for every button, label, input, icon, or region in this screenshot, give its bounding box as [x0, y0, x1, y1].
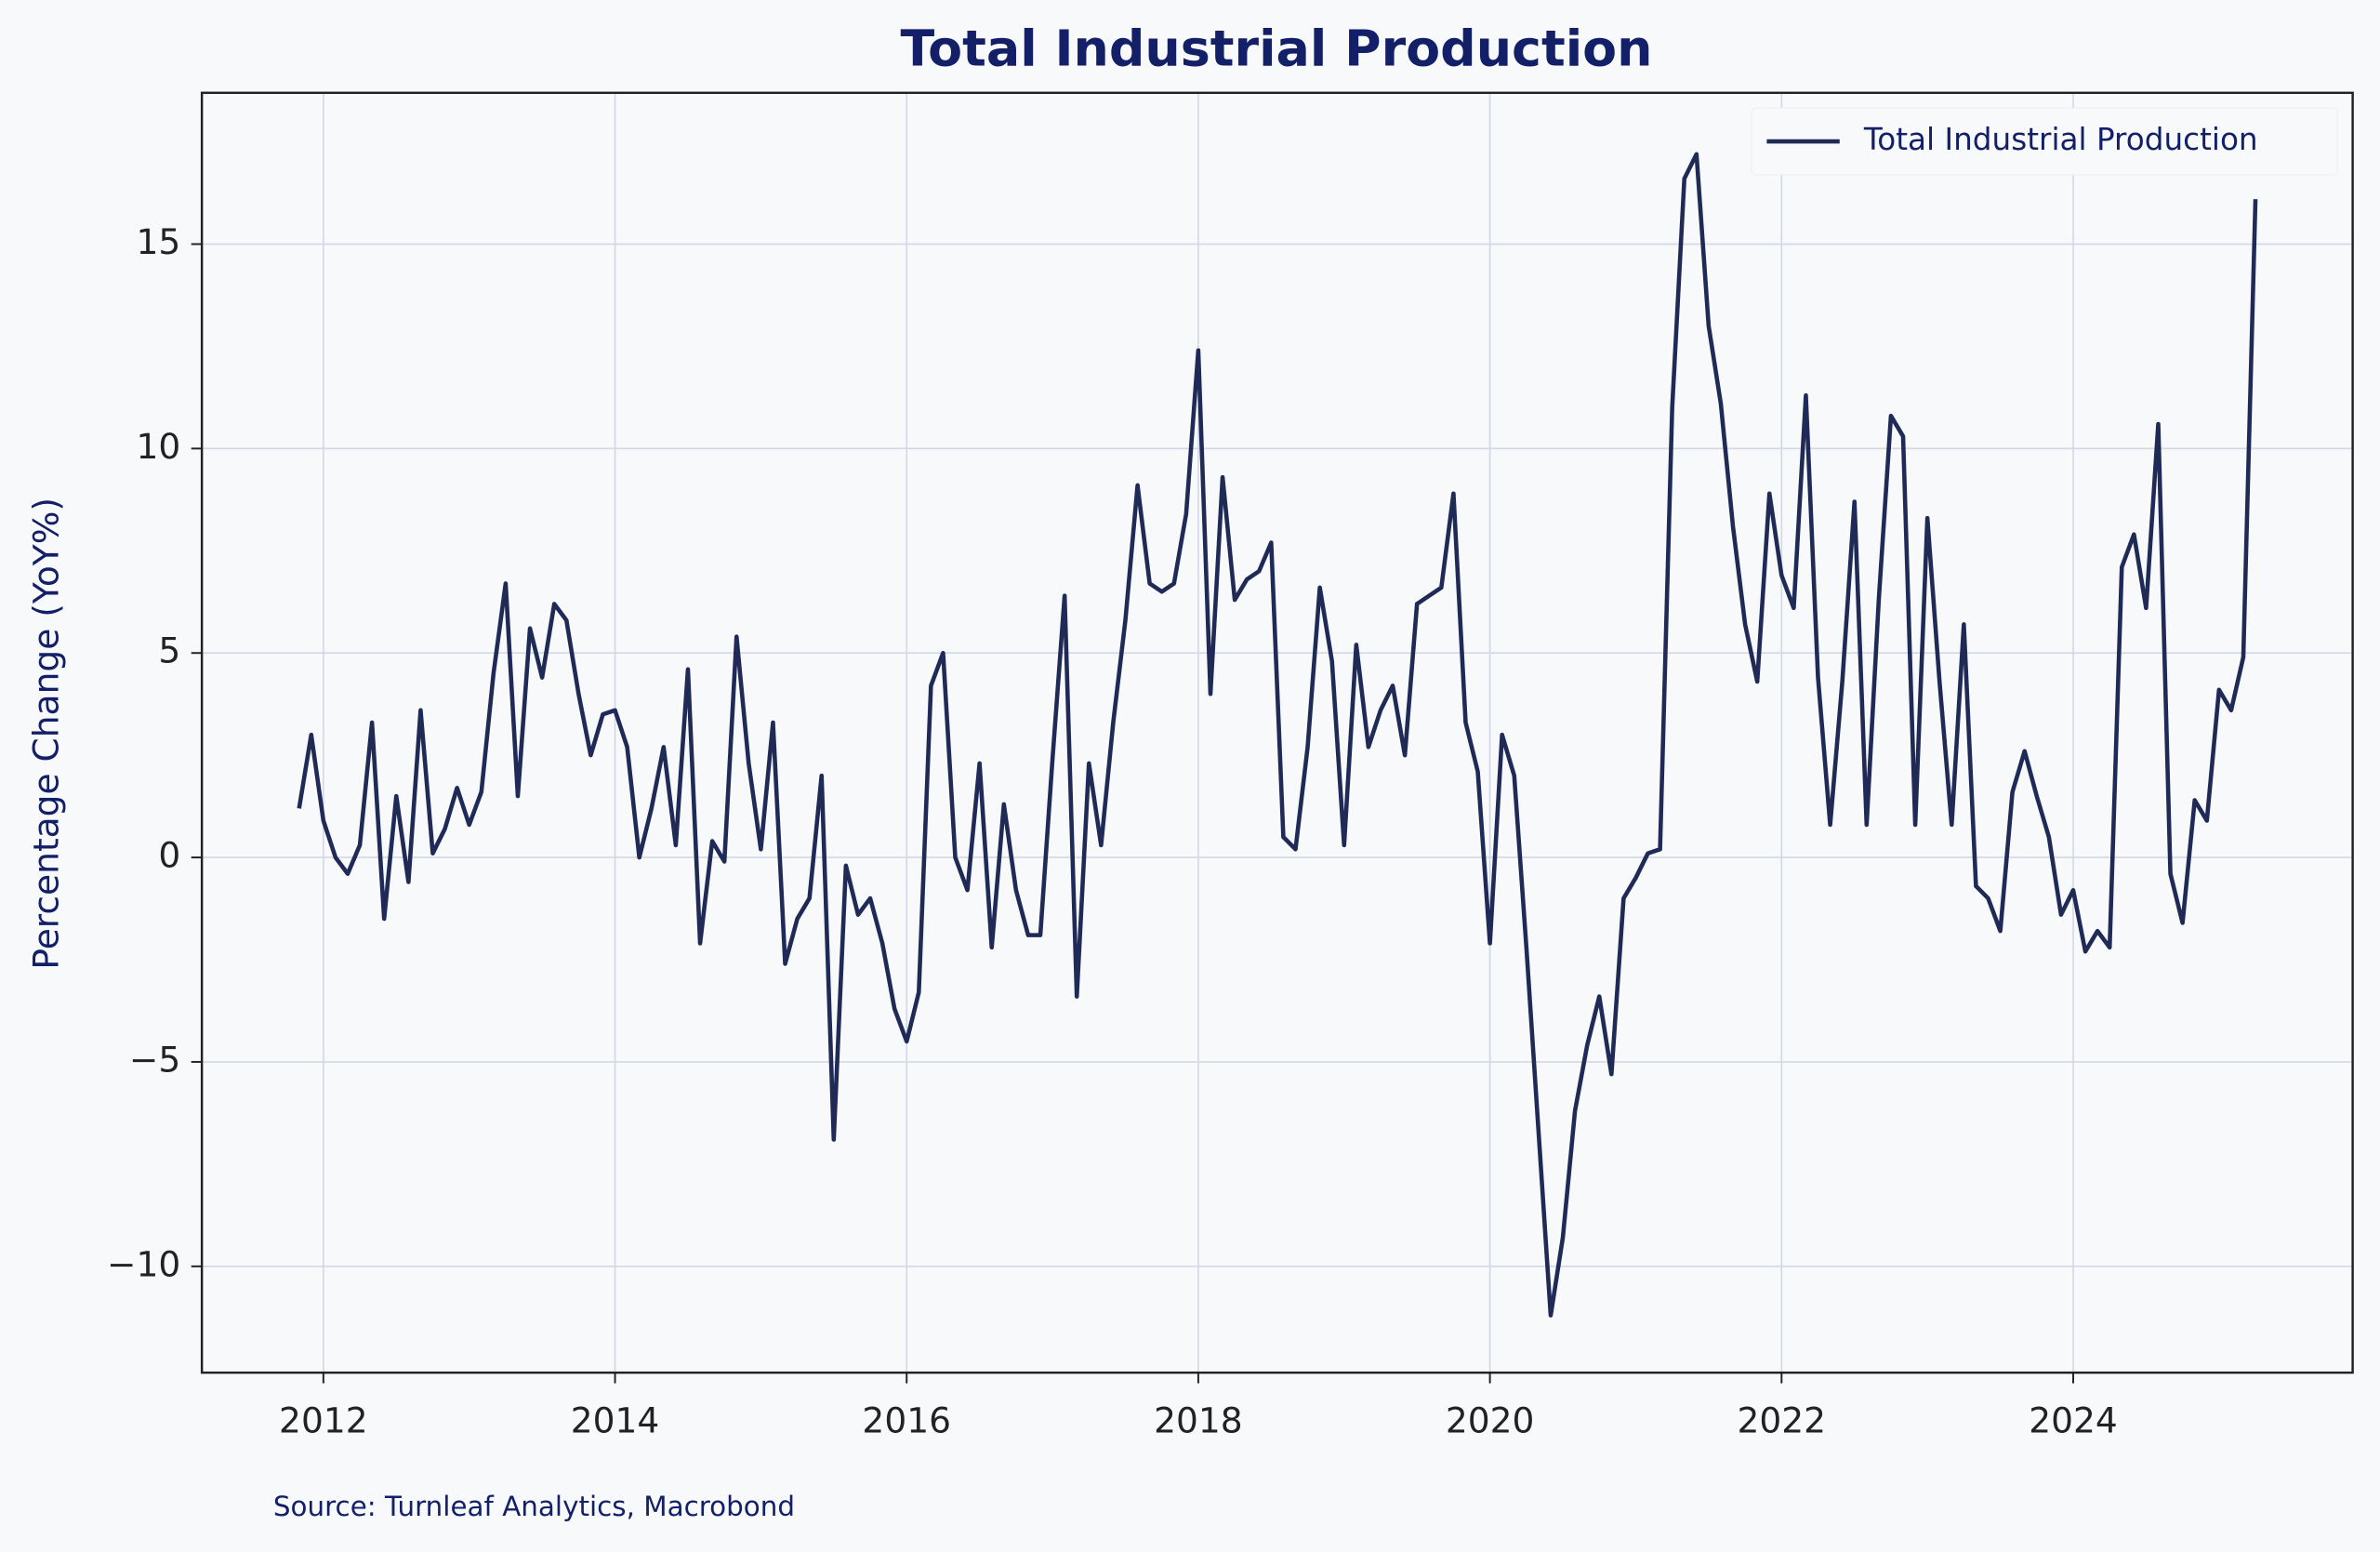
y-tick-label: −5 — [129, 1039, 180, 1080]
x-tick-label: 2022 — [1738, 1400, 1827, 1441]
plot-frame — [200, 91, 2354, 1374]
y-tick-label: −10 — [107, 1243, 180, 1284]
legend-label: Total Industrial Production — [1863, 122, 2258, 157]
y-tick-label: 10 — [137, 426, 181, 467]
legend-box — [1751, 107, 2339, 176]
y-tick-label: 15 — [137, 221, 181, 262]
x-tick-label: 2014 — [571, 1400, 660, 1441]
source-note: Source: Turnleaf Analytics, Macrobond — [273, 1491, 795, 1522]
x-tick-label: 2012 — [279, 1400, 368, 1441]
x-tick-label: 2016 — [862, 1400, 951, 1441]
y-axis-label: Percentage Change (YoY%) — [26, 497, 67, 970]
data-line — [297, 152, 2258, 1318]
y-tick-label: 0 — [158, 835, 180, 876]
chart-title: Total Industrial Production — [901, 19, 1653, 77]
x-tick-label: 2024 — [2029, 1400, 2118, 1441]
legend: Total Industrial Production — [1751, 107, 2339, 176]
y-tick-label: 5 — [158, 630, 180, 671]
x-tick-label: 2018 — [1154, 1400, 1243, 1441]
x-tick-label: 2020 — [1446, 1400, 1535, 1441]
